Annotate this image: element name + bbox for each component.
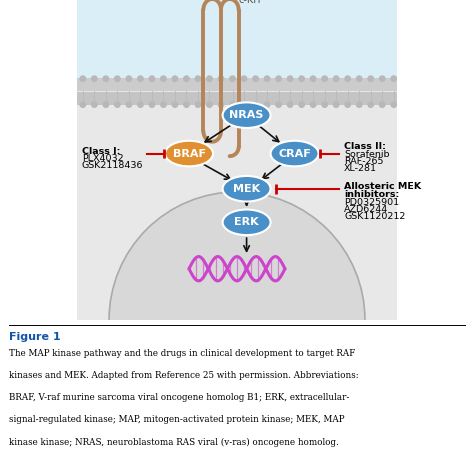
Circle shape xyxy=(287,102,293,107)
Circle shape xyxy=(80,102,85,107)
Text: kinase kinase; NRAS, neuroblastoma RAS viral (v-ras) oncogene homolog.: kinase kinase; NRAS, neuroblastoma RAS v… xyxy=(9,437,339,446)
Ellipse shape xyxy=(271,141,319,166)
Circle shape xyxy=(207,102,212,107)
Text: Class II:: Class II: xyxy=(344,143,386,151)
Circle shape xyxy=(380,102,385,107)
Circle shape xyxy=(184,102,189,107)
Text: ERK: ERK xyxy=(234,218,259,227)
Text: CRAF: CRAF xyxy=(278,149,311,159)
Circle shape xyxy=(219,102,224,107)
Circle shape xyxy=(91,76,97,81)
Circle shape xyxy=(80,76,85,81)
Circle shape xyxy=(137,102,143,107)
Circle shape xyxy=(391,102,396,107)
Text: Class I:: Class I: xyxy=(82,147,120,155)
Text: GSK2118436: GSK2118436 xyxy=(82,161,143,170)
Ellipse shape xyxy=(223,176,271,202)
Circle shape xyxy=(149,76,155,81)
Circle shape xyxy=(115,76,120,81)
Circle shape xyxy=(276,102,281,107)
Circle shape xyxy=(172,102,178,107)
Bar xyxy=(77,92,397,105)
Bar xyxy=(77,79,397,91)
Circle shape xyxy=(299,76,304,81)
Bar xyxy=(77,0,397,90)
Circle shape xyxy=(356,76,362,81)
Circle shape xyxy=(264,102,270,107)
Circle shape xyxy=(195,76,201,81)
Ellipse shape xyxy=(165,141,213,166)
Circle shape xyxy=(161,76,166,81)
Circle shape xyxy=(230,102,235,107)
Circle shape xyxy=(126,76,132,81)
Circle shape xyxy=(103,76,109,81)
Circle shape xyxy=(333,76,339,81)
Text: BRAF: BRAF xyxy=(173,149,206,159)
Circle shape xyxy=(241,102,247,107)
Circle shape xyxy=(264,76,270,81)
Circle shape xyxy=(91,102,97,107)
Circle shape xyxy=(149,102,155,107)
Text: signal-regulated kinase; MAP, mitogen-activated protein kinase; MEK, MAP: signal-regulated kinase; MAP, mitogen-ac… xyxy=(9,415,345,424)
Circle shape xyxy=(161,102,166,107)
Text: kinases and MEK. Adapted from Reference 25 with permission. Abbreviations:: kinases and MEK. Adapted from Reference … xyxy=(9,371,359,380)
Wedge shape xyxy=(109,192,365,320)
Circle shape xyxy=(391,76,396,81)
Circle shape xyxy=(126,102,132,107)
Text: Sorafenib: Sorafenib xyxy=(344,150,390,159)
Text: RAF-265: RAF-265 xyxy=(344,157,383,166)
Circle shape xyxy=(287,76,293,81)
Circle shape xyxy=(356,102,362,107)
Circle shape xyxy=(230,76,235,81)
Circle shape xyxy=(195,102,201,107)
Circle shape xyxy=(299,102,304,107)
Text: AZD6244: AZD6244 xyxy=(344,205,388,214)
Bar xyxy=(77,90,397,320)
Ellipse shape xyxy=(223,102,271,128)
Text: XL-281: XL-281 xyxy=(344,164,377,173)
Circle shape xyxy=(253,76,258,81)
Circle shape xyxy=(184,76,189,81)
Text: PD0325901: PD0325901 xyxy=(344,198,399,207)
Circle shape xyxy=(172,76,178,81)
Circle shape xyxy=(322,102,328,107)
Ellipse shape xyxy=(223,209,271,235)
Text: c-KIT: c-KIT xyxy=(238,0,263,5)
Circle shape xyxy=(368,102,374,107)
Text: MEK: MEK xyxy=(233,184,260,194)
Circle shape xyxy=(368,76,374,81)
Circle shape xyxy=(333,102,339,107)
Text: NRAS: NRAS xyxy=(229,110,264,120)
Circle shape xyxy=(322,76,328,81)
Text: PLX4032: PLX4032 xyxy=(82,154,123,163)
Text: inhibitors:: inhibitors: xyxy=(344,190,400,199)
Circle shape xyxy=(137,76,143,81)
Text: Allosteric MEK: Allosteric MEK xyxy=(344,182,421,191)
Circle shape xyxy=(345,102,350,107)
Circle shape xyxy=(115,102,120,107)
Circle shape xyxy=(345,76,350,81)
Circle shape xyxy=(276,76,281,81)
Circle shape xyxy=(310,76,316,81)
Circle shape xyxy=(219,76,224,81)
Circle shape xyxy=(207,76,212,81)
Text: The MAP kinase pathway and the drugs in clinical development to target RAF: The MAP kinase pathway and the drugs in … xyxy=(9,349,356,358)
Circle shape xyxy=(241,76,247,81)
Circle shape xyxy=(253,102,258,107)
Text: Figure 1: Figure 1 xyxy=(9,332,61,342)
Text: GSK1120212: GSK1120212 xyxy=(344,212,406,221)
Circle shape xyxy=(380,76,385,81)
Circle shape xyxy=(310,102,316,107)
Text: BRAF, V-raf murine sarcoma viral oncogene homolog B1; ERK, extracellular-: BRAF, V-raf murine sarcoma viral oncogen… xyxy=(9,393,350,402)
Circle shape xyxy=(103,102,109,107)
